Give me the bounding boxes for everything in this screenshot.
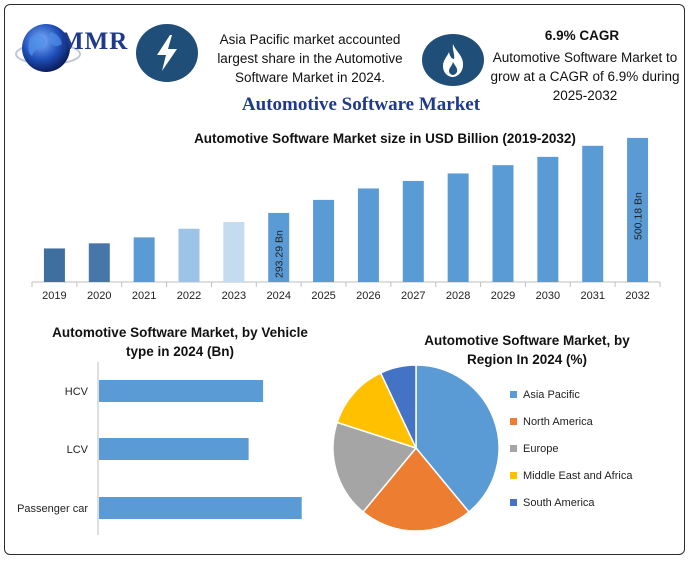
legend-label: Asia Pacific [523,389,580,401]
flame-icon [422,34,484,86]
bar-2021 [133,237,155,282]
pie-slice-north-america [362,446,470,532]
hbar-lcv [99,438,249,460]
legend-swatch [510,499,517,506]
logo-text: MMR [60,28,129,55]
vehicle-chart-title: Automotive Software Market, by Vehicle t… [52,325,308,359]
y-tick-label: Passenger car [17,503,88,515]
legend-label: South America [523,497,595,509]
vehicle-type-bar-chart: HCV LCV Passenger car [17,362,302,535]
region-pie-chart: Asia Pacific North America Europe Middle Ea… [332,364,633,532]
x-tick-label: 2020 [87,290,111,302]
main-title: Automotive Software Market [241,94,481,115]
y-tick-label: LCV [67,444,89,456]
bar-chart-title: Automotive Software Market size in USD B… [194,131,576,146]
legend-swatch [510,418,517,425]
x-tick-label: 2031 [580,290,604,302]
legend-swatch [510,391,517,398]
pie-slice-south-america [379,364,417,449]
highlight-text-1: Asia Pacific market accounted largest sh… [217,32,403,85]
bar-2026 [357,188,379,282]
bar-2019 [43,248,65,282]
globe-icon [15,24,81,72]
x-tick-label: 2023 [222,290,246,302]
x-tick-label: 2025 [311,290,335,302]
bar-2030 [537,156,559,282]
highlight-text-2: Automotive Software Market to grow at a … [490,50,680,103]
bar-2031 [582,145,604,282]
legend-label: Middle East and Africa [523,470,633,482]
x-tick-label: 2024 [266,290,290,302]
x-tick-label: 2021 [132,290,156,302]
bar-2020 [88,243,110,282]
data-label: 500.18 Bn [633,192,645,240]
bar-2023 [223,222,245,282]
data-label: 293.29 Bn [274,230,286,278]
hbar-hcv [99,380,264,402]
bar-2022 [178,228,200,282]
pie-slice-asia-pacific [415,364,500,514]
bar-2032 [627,137,649,282]
bar-2024 [268,212,290,282]
legend-label: Europe [523,443,558,455]
x-tick-label: 2022 [177,290,201,302]
x-tick-label: 2028 [446,290,470,302]
bar-2029 [492,165,514,282]
region-chart-title: Automotive Software Market, by Region In… [424,333,630,367]
x-tick-label: 2029 [491,290,515,302]
pie-slice-middle-east-and-africa [336,371,418,450]
bar-2028 [447,173,469,282]
market-size-bar-chart: 2019 2020 2021 2022 2023 2024 293.29 Bn 2025 202… [31,137,661,302]
x-tick-label: 2019 [42,290,66,302]
legend-swatch [510,472,517,479]
y-tick-label: HCV [65,386,89,398]
bar-2027 [402,180,424,282]
bar-2025 [313,199,335,282]
x-tick-label: 2030 [536,290,560,302]
legend-swatch [510,445,517,452]
lightning-bolt-icon [136,24,198,82]
hbar-passenger-car [99,497,302,519]
cagr-title: 6.9% CAGR [544,28,620,43]
x-tick-label: 2026 [356,290,380,302]
pie-slice-europe [332,421,418,514]
x-tick-label: 2032 [625,290,649,302]
x-tick-label: 2027 [401,290,425,302]
legend-label: North America [523,416,594,428]
